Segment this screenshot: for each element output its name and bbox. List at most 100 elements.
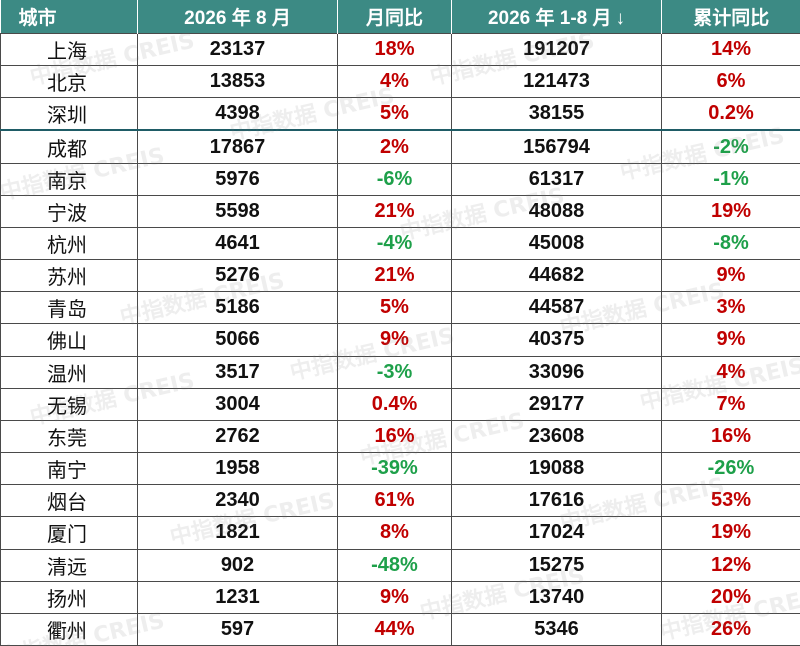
cell-aug-volume: 5066 <box>137 323 338 357</box>
cell-aug-volume: 4398 <box>137 97 338 131</box>
table-row: 成都 17867 2% 156794 -2% <box>0 129 800 164</box>
cell-city: 杭州 <box>0 226 138 261</box>
cell-ytd-yoy: -8% <box>661 226 800 261</box>
cell-city: 扬州 <box>0 580 138 614</box>
cell-ytd-volume: 38155 <box>451 97 662 131</box>
cell-ytd-volume: 48088 <box>451 194 662 228</box>
cell-ytd-volume: 40375 <box>451 323 662 357</box>
table-row: 东莞 2762 16% 23608 16% <box>0 419 800 454</box>
cell-ytd-yoy: -2% <box>661 129 800 164</box>
cell-ytd-yoy: 0.2% <box>661 97 800 131</box>
cell-ytd-volume: 156794 <box>451 129 662 164</box>
cell-ytd-yoy: 53% <box>661 484 800 518</box>
cell-aug-yoy: 5% <box>337 97 452 131</box>
cell-ytd-yoy: 19% <box>661 194 800 228</box>
cell-ytd-yoy: 3% <box>661 291 800 325</box>
cell-aug-yoy: 5% <box>337 291 452 325</box>
cell-ytd-volume: 23608 <box>451 419 662 454</box>
cell-city: 佛山 <box>0 323 138 357</box>
cell-aug-volume: 2762 <box>137 419 338 454</box>
header-row: 城市 2026 年 8 月 月同比 2026 年 1-8 月 ↓ 累计同比 <box>0 0 800 34</box>
cell-ytd-volume: 121473 <box>451 65 662 99</box>
table-row: 深圳 4398 5% 38155 0.2% <box>0 97 800 131</box>
sort-down-arrow-icon[interactable]: ↓ <box>615 8 626 29</box>
cell-ytd-volume: 33096 <box>451 355 662 389</box>
cell-aug-volume: 5276 <box>137 259 338 293</box>
cell-ytd-yoy: 19% <box>661 516 800 550</box>
cell-ytd-yoy: 26% <box>661 612 800 646</box>
cell-ytd-yoy: 9% <box>661 323 800 357</box>
cell-aug-yoy: 2% <box>337 129 452 164</box>
cell-aug-volume: 597 <box>137 612 338 646</box>
cell-city: 清远 <box>0 548 138 582</box>
table-row: 烟台 2340 61% 17616 53% <box>0 484 800 518</box>
cell-aug-yoy: 8% <box>337 516 452 550</box>
cell-ytd-yoy: 14% <box>661 32 800 67</box>
cell-city: 苏州 <box>0 259 138 293</box>
table-row: 上海 23137 18% 191207 14% <box>0 32 800 67</box>
cell-aug-volume: 23137 <box>137 32 338 67</box>
table-row: 青岛 5186 5% 44587 3% <box>0 291 800 325</box>
header-aug-mom: 月同比 <box>337 0 452 34</box>
table-row: 北京 13853 4% 121473 6% <box>0 65 800 99</box>
cell-aug-yoy: 0.4% <box>337 387 452 421</box>
cell-ytd-volume: 17616 <box>451 484 662 518</box>
cell-ytd-volume: 5346 <box>451 612 662 646</box>
table-row: 衢州 597 44% 5346 26% <box>0 612 800 646</box>
cell-aug-volume: 17867 <box>137 129 338 164</box>
cell-aug-volume: 5976 <box>137 162 338 196</box>
cell-city: 厦门 <box>0 516 138 550</box>
cell-aug-yoy: 21% <box>337 194 452 228</box>
cell-ytd-yoy: 9% <box>661 259 800 293</box>
table-row: 南宁 1958 -39% 19088 -26% <box>0 452 800 486</box>
cell-ytd-volume: 191207 <box>451 32 662 67</box>
cell-ytd-yoy: -1% <box>661 162 800 196</box>
header-aug-volume: 2026 年 8 月 <box>137 0 338 34</box>
cell-city: 无锡 <box>0 387 138 421</box>
cell-city: 深圳 <box>0 97 138 131</box>
cell-aug-yoy: -39% <box>337 452 452 486</box>
header-ytd-volume[interactable]: 2026 年 1-8 月 ↓ <box>451 0 662 34</box>
cell-ytd-yoy: 12% <box>661 548 800 582</box>
cell-ytd-volume: 19088 <box>451 452 662 486</box>
header-ytd-volume-label: 2026 年 1-8 月 <box>487 8 612 29</box>
cell-aug-yoy: 9% <box>337 323 452 357</box>
table-row: 宁波 5598 21% 48088 19% <box>0 194 800 228</box>
cell-ytd-yoy: 16% <box>661 419 800 454</box>
cell-ytd-volume: 17024 <box>451 516 662 550</box>
cell-aug-volume: 1231 <box>137 580 338 614</box>
cell-ytd-volume: 45008 <box>451 226 662 261</box>
table-row: 扬州 1231 9% 13740 20% <box>0 580 800 614</box>
cell-aug-volume: 3004 <box>137 387 338 421</box>
cell-city: 烟台 <box>0 484 138 518</box>
cell-ytd-yoy: 6% <box>661 65 800 99</box>
cell-aug-yoy: -4% <box>337 226 452 261</box>
cell-aug-yoy: -6% <box>337 162 452 196</box>
cell-city: 青岛 <box>0 291 138 325</box>
cell-aug-volume: 1958 <box>137 452 338 486</box>
cell-ytd-yoy: 7% <box>661 387 800 421</box>
table-row: 清远 902 -48% 15275 12% <box>0 548 800 582</box>
cell-aug-yoy: 4% <box>337 65 452 99</box>
cell-city: 南京 <box>0 162 138 196</box>
cell-ytd-yoy: -26% <box>661 452 800 486</box>
cell-aug-volume: 4641 <box>137 226 338 261</box>
cell-ytd-yoy: 20% <box>661 580 800 614</box>
cell-aug-yoy: -3% <box>337 355 452 389</box>
cell-aug-yoy: -48% <box>337 548 452 582</box>
table-row: 温州 3517 -3% 33096 4% <box>0 355 800 389</box>
header-city: 城市 <box>0 0 138 34</box>
cell-aug-yoy: 21% <box>337 259 452 293</box>
cell-ytd-yoy: 4% <box>661 355 800 389</box>
table-row: 无锡 3004 0.4% 29177 7% <box>0 387 800 421</box>
cell-city: 东莞 <box>0 419 138 454</box>
table-row: 杭州 4641 -4% 45008 -8% <box>0 226 800 261</box>
cell-aug-yoy: 18% <box>337 32 452 67</box>
table-row: 苏州 5276 21% 44682 9% <box>0 259 800 293</box>
cell-city: 北京 <box>0 65 138 99</box>
cell-ytd-volume: 44587 <box>451 291 662 325</box>
cell-aug-yoy: 44% <box>337 612 452 646</box>
cell-aug-volume: 13853 <box>137 65 338 99</box>
cell-aug-volume: 5186 <box>137 291 338 325</box>
